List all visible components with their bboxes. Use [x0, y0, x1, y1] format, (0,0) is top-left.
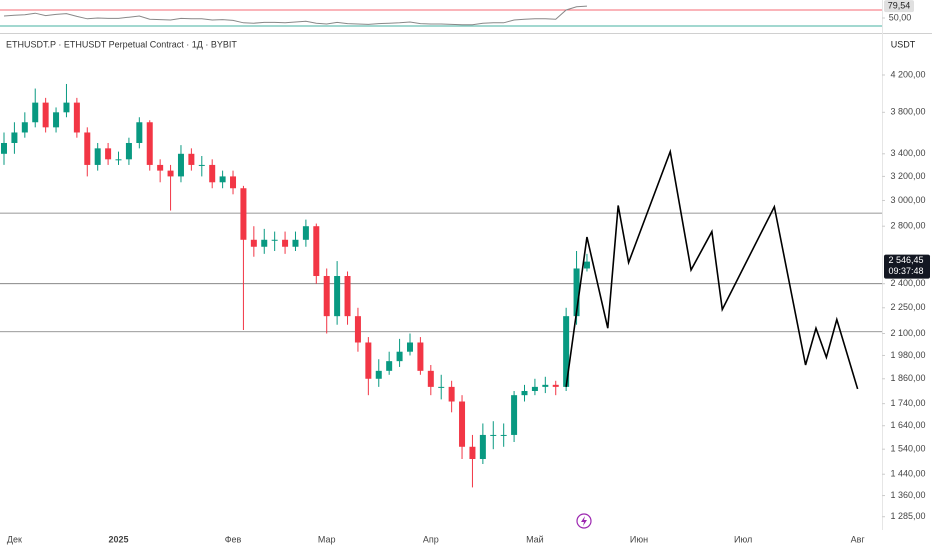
candle-body: [146, 122, 153, 165]
y-tick-label: 1 740,00: [890, 398, 925, 408]
candle-body: [11, 132, 18, 143]
candle-body: [323, 276, 330, 317]
candle-body: [469, 446, 476, 460]
candle-body: [32, 102, 39, 123]
y-tick-label: 3 800,00: [890, 107, 925, 117]
candle-body: [365, 342, 372, 379]
x-tick-label: 2025: [108, 534, 128, 544]
candle-body: [375, 370, 382, 379]
rsi-line: [3, 5, 587, 26]
candle-body: [167, 170, 174, 177]
candle-body: [240, 188, 247, 240]
candle-body: [21, 122, 28, 133]
y-tick-label: 1 285,00: [890, 511, 925, 521]
candle-body: [479, 434, 486, 460]
candle-body: [209, 164, 216, 183]
candle-body: [563, 316, 570, 387]
x-tick-label: Мар: [318, 534, 336, 544]
candle-body: [177, 153, 184, 177]
candle-body: [448, 386, 455, 402]
rsi-tag: [884, 0, 914, 13]
y-tick-label: 1 440,00: [890, 469, 925, 479]
y-tick-label: 2 800,00: [890, 221, 925, 231]
candle-body: [386, 361, 393, 371]
y-tick-label: 2 400,00: [890, 278, 925, 288]
y-tick-label: 1 540,00: [890, 444, 925, 454]
candle-body: [438, 386, 445, 388]
candle-body: [406, 342, 413, 352]
candle-body: [261, 239, 268, 247]
x-tick-label: Июн: [630, 534, 648, 544]
x-tick-label: Дек: [7, 534, 22, 544]
price-tag: [884, 254, 930, 279]
candle-body: [53, 112, 60, 128]
price-tag-label: 2 546,45: [888, 255, 923, 265]
candle-body: [417, 342, 424, 371]
candle-body: [230, 176, 237, 189]
x-tick-label: Фев: [225, 534, 242, 544]
x-tick-label: Апр: [423, 534, 439, 544]
candle-body: [334, 276, 341, 317]
chart-title: ETHUSDT.P · ETHUSDT Perpetual Contract ·…: [6, 39, 237, 49]
y-tick-label: 3 400,00: [890, 148, 925, 158]
candle-body: [94, 148, 101, 165]
candle-body: [125, 142, 132, 160]
candle-body: [188, 153, 195, 165]
candle-body: [500, 434, 507, 436]
currency: USDT: [891, 39, 916, 49]
candle-body: [250, 239, 257, 247]
candle-body: [271, 239, 278, 241]
candle-body: [73, 102, 80, 133]
y-tick-label: 1 360,00: [890, 490, 925, 500]
drawing-line: [565, 148, 859, 390]
y-tick-label: 1 640,00: [890, 420, 925, 430]
y-tick-label: 3 000,00: [890, 195, 925, 205]
candle-body: [313, 226, 320, 277]
x-tick-label: Май: [526, 534, 544, 544]
candle-body: [198, 164, 205, 166]
candle-body: [302, 226, 309, 240]
candle-body: [573, 268, 580, 317]
event-icon[interactable]: [576, 513, 592, 529]
candle-body: [84, 132, 91, 165]
candle-body: [552, 384, 559, 387]
y-tick-label: 1 860,00: [890, 373, 925, 383]
candle-body: [292, 239, 299, 247]
candle-body: [354, 316, 361, 343]
candle-body: [490, 434, 497, 436]
countdown: 09:37:48: [888, 266, 923, 276]
y-tick-label: 4 200,00: [890, 69, 925, 79]
y-tick-label: 1 980,00: [890, 350, 925, 360]
candle-body: [344, 276, 351, 317]
candle-body: [136, 122, 143, 143]
candle-body: [542, 384, 549, 387]
candle-body: [105, 148, 112, 160]
candle-body: [63, 102, 70, 113]
candle-body: [115, 159, 122, 161]
candle-body: [1, 142, 7, 154]
candle-body: [396, 351, 403, 362]
y-tick-label: 2 250,00: [890, 302, 925, 312]
y-tick-label: 2 100,00: [890, 328, 925, 338]
event-bolt[interactable]: [581, 516, 587, 526]
y-tick-label: 3 200,00: [890, 171, 925, 181]
x-tick-label: Авг: [851, 534, 866, 544]
event-circle[interactable]: [576, 513, 592, 529]
candle-body: [427, 370, 434, 387]
candle-body: [521, 391, 528, 396]
x-tick-label: Июл: [734, 534, 752, 544]
candle-body: [219, 176, 226, 183]
candle-body: [531, 386, 538, 392]
candle-body: [157, 164, 164, 171]
candle-body: [459, 401, 466, 447]
candle-body: [583, 261, 590, 269]
rsi-tag-label: 79,54: [888, 1, 911, 11]
candle-body: [42, 102, 49, 128]
candle-body: [282, 239, 289, 247]
rsi-tick-label: 50,00: [889, 12, 912, 22]
candle-body: [511, 395, 518, 435]
